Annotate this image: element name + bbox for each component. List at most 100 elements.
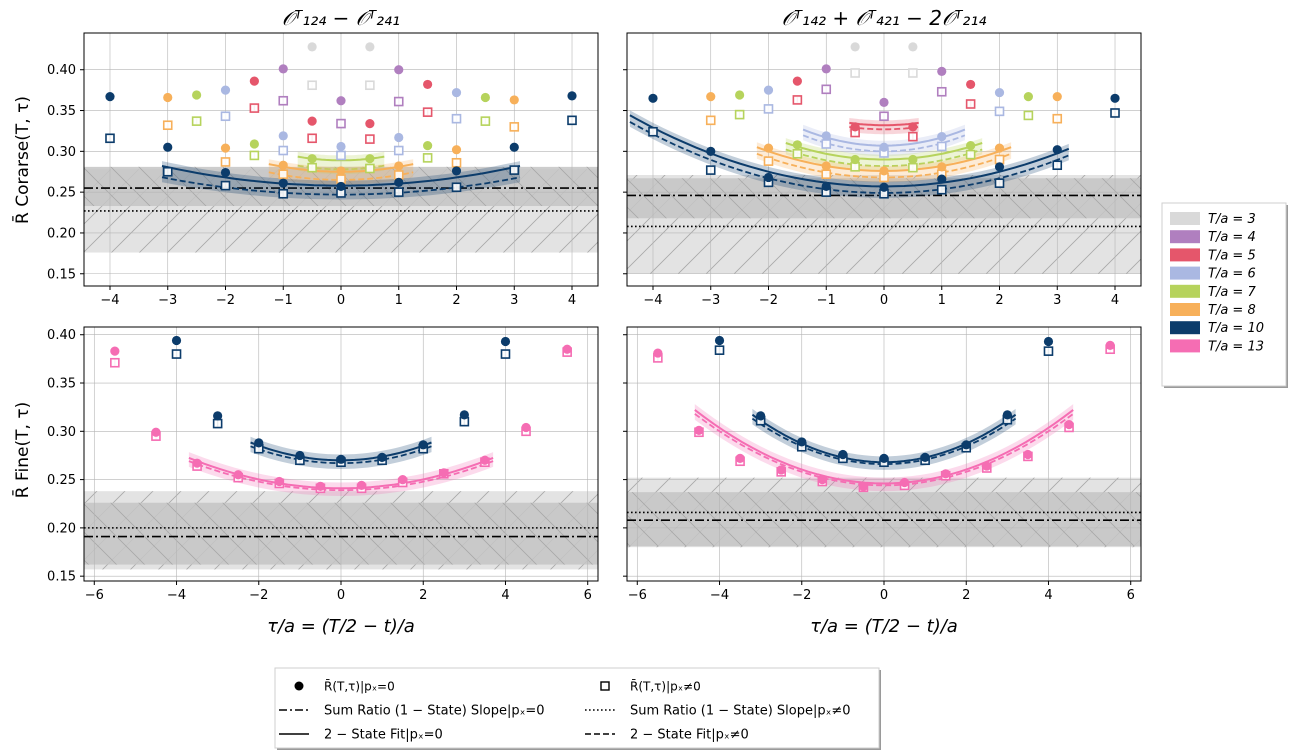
point-px-zero-T10 xyxy=(163,142,173,152)
point-px-nonzero-T8 xyxy=(278,169,289,179)
point-px-zero-T13 xyxy=(233,470,243,480)
y-tick-label: 0.15 xyxy=(47,267,76,282)
ylabel-fine: R̄ Fine(T, τ) xyxy=(11,402,33,498)
point-px-zero-T13 xyxy=(151,427,161,437)
point-px-zero-T6 xyxy=(879,142,889,152)
legend-swatch-T7 xyxy=(1170,339,1200,353)
point-px-zero-T10 xyxy=(418,440,428,450)
x-tick-label: −3 xyxy=(701,293,720,308)
point-px-zero-T10 xyxy=(459,410,469,420)
point-px-zero-T5 xyxy=(850,122,860,132)
fit-line-px-nonzero-T13 xyxy=(694,413,1074,487)
x-tick-label: −4 xyxy=(643,293,662,308)
point-px-zero-T6 xyxy=(994,87,1005,98)
point-px-zero-T7 xyxy=(423,141,433,151)
point-px-zero-T5 xyxy=(908,122,918,132)
fit-band-T10 xyxy=(752,408,1016,470)
point-px-nonzero-T6 xyxy=(220,111,231,122)
point-px-zero-T6 xyxy=(937,132,947,142)
legend-swatch-T3 xyxy=(1170,266,1200,280)
point-px-zero-T8 xyxy=(763,143,774,153)
point-px-zero-T10 xyxy=(763,172,774,183)
point-px-nonzero-T5 xyxy=(249,103,260,113)
y-tick-label: 0.30 xyxy=(47,425,76,440)
y-tick-label: 0.30 xyxy=(47,145,76,160)
point-px-nonzero-T10 xyxy=(105,133,115,144)
point-px-zero-T10 xyxy=(171,335,182,346)
point-px-zero-T10 xyxy=(1002,410,1012,420)
point-px-nonzero-T10 xyxy=(1052,160,1063,171)
point-px-zero-T10 xyxy=(254,438,264,448)
x-tick-label: −4 xyxy=(100,293,119,308)
point-px-nonzero-T10 xyxy=(500,349,511,359)
panel-bottom-left: −6 −4 −2 0 2 4 6 0.15 0.20 0.25 0.30 0.35 0.40 xyxy=(47,326,599,603)
y-tick-label: 0.40 xyxy=(47,328,76,343)
point-px-zero-T10 xyxy=(500,336,511,347)
point-px-nonzero-T7 xyxy=(734,109,745,120)
panel-top-right: −4 −3 −2 −1 0 1 2 3 4 xyxy=(623,32,1142,308)
point-px-zero-T13 xyxy=(480,455,490,465)
point-px-zero-T10 xyxy=(295,450,305,461)
fit-band-T6 xyxy=(803,124,965,157)
point-px-nonzero-T10 xyxy=(171,349,182,359)
point-px-zero-T7 xyxy=(307,154,317,164)
legend-bottom-frame xyxy=(274,667,880,749)
legend-swatch-T1 xyxy=(1170,230,1200,244)
point-px-zero-T10 xyxy=(920,452,930,462)
point-px-nonzero-T10 xyxy=(994,178,1005,188)
point-px-zero-T13 xyxy=(521,422,531,433)
point-px-zero-T10 xyxy=(105,92,115,102)
point-px-zero-T3 xyxy=(850,42,860,52)
point-px-zero-T10 xyxy=(961,440,971,450)
fit-line-px-zero-T5 xyxy=(849,121,919,127)
legend-bottom-label: Sum Ratio (1 − State) Slope|pₓ≠0 xyxy=(630,704,851,719)
point-px-zero-T10 xyxy=(879,182,889,192)
x-tick-label: 4 xyxy=(568,293,576,308)
point-px-zero-T8 xyxy=(706,92,716,102)
point-px-zero-T10 xyxy=(756,411,766,421)
point-px-zero-T5 xyxy=(423,79,433,90)
point-px-zero-T8 xyxy=(994,143,1005,153)
point-px-zero-T10 xyxy=(567,91,577,101)
point-px-zero-T10 xyxy=(377,452,387,462)
x-tick-label: −4 xyxy=(167,588,186,603)
point-px-zero-T13 xyxy=(110,346,120,356)
point-px-nonzero-T8 xyxy=(763,156,774,166)
y-tick-label: 0.20 xyxy=(47,521,76,536)
point-px-zero-T4 xyxy=(821,64,831,74)
point-px-zero-T4 xyxy=(336,96,346,106)
x-tick-label: 0 xyxy=(337,293,345,308)
point-px-nonzero-T7 xyxy=(365,163,375,174)
point-px-zero-T10 xyxy=(220,167,231,178)
point-px-zero-T8 xyxy=(394,161,404,171)
legend-bottom-label: Sum Ratio (1 − State) Slope|pₓ=0 xyxy=(324,704,545,719)
point-px-nonzero-T7 xyxy=(965,149,976,160)
point-px-zero-T10 xyxy=(714,335,725,346)
point-px-nonzero-T3 xyxy=(365,80,375,91)
point-px-zero-T13 xyxy=(817,474,827,485)
legend-label: T/a = 6 xyxy=(1208,267,1256,282)
point-px-zero-T13 xyxy=(562,344,572,354)
x-tick-label: 0 xyxy=(880,588,888,603)
point-px-zero-T8 xyxy=(821,161,831,171)
point-px-nonzero-T4 xyxy=(936,86,947,97)
point-px-nonzero-T3 xyxy=(850,68,860,78)
x-tick-label: 4 xyxy=(1111,293,1119,308)
legend-bottom-label: R̄(T,τ)|pₓ=0 xyxy=(324,679,395,693)
point-px-nonzero-T10 xyxy=(278,188,289,199)
x-tick-label: 2 xyxy=(962,588,970,603)
point-px-zero-T13 xyxy=(274,476,284,487)
point-px-zero-T7 xyxy=(480,92,490,103)
point-px-zero-T8 xyxy=(220,143,231,153)
point-px-nonzero-T5 xyxy=(908,131,918,142)
x-tick-label: −4 xyxy=(710,588,729,603)
point-px-nonzero-T10 xyxy=(567,115,577,126)
point-px-zero-T10 xyxy=(278,178,288,188)
point-px-zero-T13 xyxy=(982,461,992,471)
point-px-zero-T8 xyxy=(336,166,346,176)
point-px-zero-T8 xyxy=(1052,92,1062,102)
legend-label: T/a = 7 xyxy=(1208,285,1256,300)
legend-bottom: R̄(T,τ)|pₓ=0 R̄(T,τ)|pₓ≠0 Sum Ratio (1 − S… xyxy=(274,667,881,750)
point-px-zero-T13 xyxy=(941,469,951,479)
legend-bottom-label: 2 − State Fit|pₓ≠0 xyxy=(630,728,749,743)
